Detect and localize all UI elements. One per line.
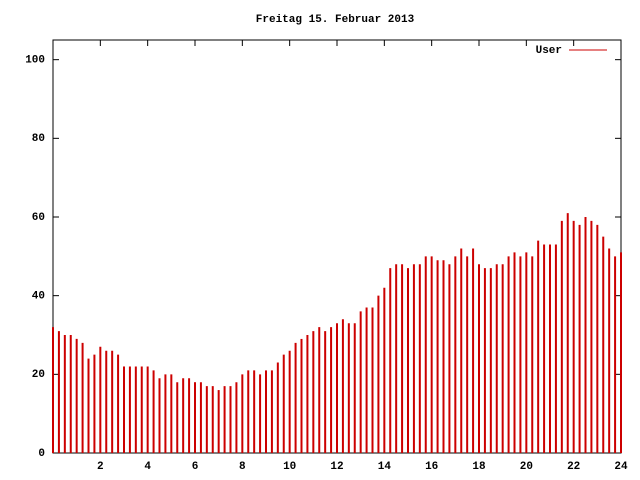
x-tick-label: 12 [330, 461, 343, 473]
x-tick-label: 2 [97, 461, 104, 473]
x-tick-label: 14 [378, 461, 392, 473]
x-tick-label: 10 [283, 461, 296, 473]
x-tick-label: 24 [614, 461, 628, 473]
x-tick-label: 18 [472, 461, 486, 473]
y-tick-label: 20 [32, 369, 45, 381]
x-tick-label: 16 [425, 461, 438, 473]
y-tick-label: 80 [32, 133, 45, 145]
legend-label: User [536, 45, 562, 57]
x-tick-label: 20 [520, 461, 533, 473]
x-tick-label: 4 [144, 461, 151, 473]
y-tick-label: 0 [38, 448, 45, 460]
x-tick-label: 8 [239, 461, 246, 473]
y-tick-label: 60 [32, 212, 45, 224]
y-tick-label: 40 [32, 291, 45, 303]
y-tick-label: 100 [25, 55, 45, 67]
x-tick-label: 22 [567, 461, 580, 473]
x-tick-label: 6 [192, 461, 199, 473]
chart-title: Freitag 15. Februar 2013 [256, 14, 415, 26]
